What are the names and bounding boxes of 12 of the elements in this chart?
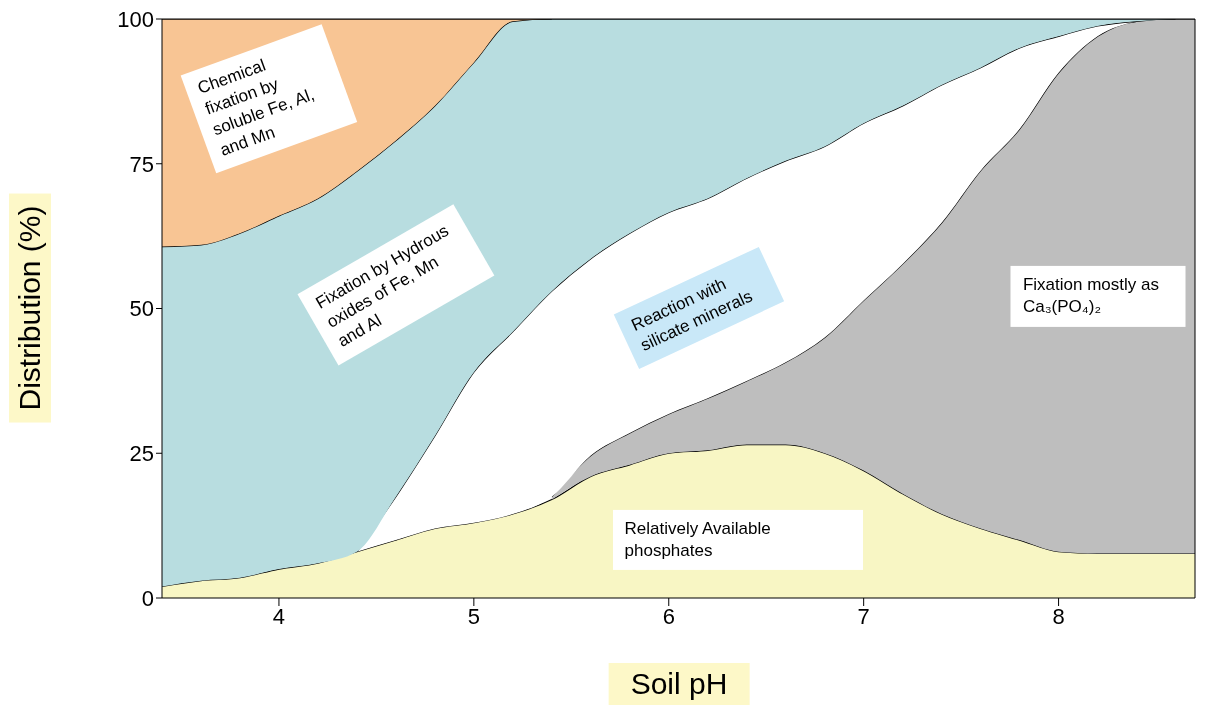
x-tick-label: 6 — [662, 603, 675, 629]
y-axis-title: Distribution (%) — [9, 193, 51, 423]
x-axis-title: Soil pH — [608, 663, 750, 705]
x-tick-label: 4 — [272, 603, 286, 629]
x-tick-label: 7 — [857, 603, 870, 629]
y-tick-label: 75 — [129, 151, 154, 177]
y-tick-label: 25 — [129, 441, 154, 467]
x-tick-label: 8 — [1052, 603, 1065, 629]
y-tick-label: 100 — [117, 6, 154, 32]
y-tick-label: 50 — [129, 296, 154, 322]
y-tick-label: 0 — [141, 585, 154, 611]
x-tick-label: 5 — [467, 603, 480, 629]
